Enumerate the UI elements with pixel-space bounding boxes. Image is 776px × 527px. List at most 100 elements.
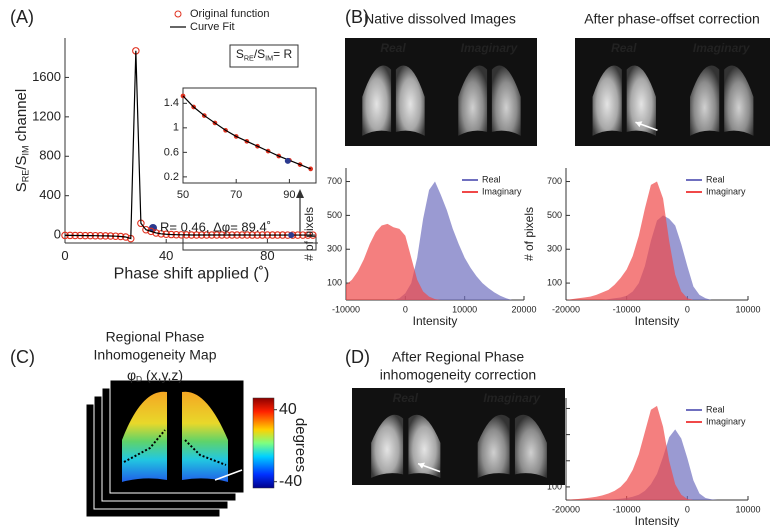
y-tick-label: 0.6 <box>164 146 179 158</box>
text-part: D <box>136 374 142 384</box>
x-axis-label: Intensity <box>635 314 680 328</box>
y-axis-label: SRE/SIM channel <box>13 89 31 192</box>
lung <box>362 65 392 136</box>
x-tick-label: 0 <box>685 504 690 514</box>
lung <box>690 65 720 136</box>
image-label: Imaginary <box>461 41 519 55</box>
label-box <box>229 44 299 68</box>
legend-label: Curve Fit <box>190 21 235 33</box>
y-axis-label: # of pixels <box>302 207 316 261</box>
histogram-area <box>346 181 513 300</box>
colorbar <box>252 397 275 489</box>
image-title: inhomogeneity correction <box>380 367 536 383</box>
panel-label: (A) <box>10 7 34 27</box>
y-tick-label: 1200 <box>32 108 61 123</box>
box-label: SRE/SIM= R <box>236 47 293 62</box>
lung <box>724 65 754 136</box>
annotation: R= 0.46, Δφ= 89.4˚ <box>160 219 271 234</box>
y-tick-label: 0.2 <box>164 171 179 183</box>
lung <box>477 414 510 478</box>
legend-label: Real <box>482 174 501 184</box>
x-tick-label: 20000 <box>511 304 536 314</box>
text-part: IM <box>21 146 31 156</box>
y-tick-label: 100 <box>547 481 562 491</box>
y-tick-label: 500 <box>327 210 342 220</box>
text-part: /S <box>254 47 265 61</box>
map-title: Inhomogeneity Map <box>94 347 217 363</box>
colorbar-tick-label: -40 <box>279 473 302 490</box>
y-tick-label: 1 <box>173 122 179 134</box>
legend-label: Real <box>706 174 725 184</box>
legend-label: Real <box>706 404 725 414</box>
y-tick-label: 700 <box>327 176 342 186</box>
image-label: Real <box>393 391 419 405</box>
histogram-area <box>566 181 748 300</box>
map-symbol: φD (x,y,z) <box>127 367 183 385</box>
text-part: S <box>236 47 244 61</box>
y-tick-label: 800 <box>39 148 61 163</box>
image-title: After phase-offset correction <box>584 11 760 27</box>
map-lung <box>122 391 167 482</box>
lung <box>592 65 622 136</box>
lung <box>395 65 425 136</box>
text-part: S <box>13 182 30 192</box>
text-part: = R <box>273 47 292 61</box>
image-arrowhead <box>418 462 426 469</box>
y-tick-label: 300 <box>327 244 342 254</box>
legend-label: Imaginary <box>482 186 522 196</box>
data-point <box>142 225 150 234</box>
text-part: IM <box>265 54 273 63</box>
x-tick-label: 90 <box>283 189 295 201</box>
x-tick-label: 10000 <box>735 304 760 314</box>
y-tick-label: 400 <box>39 187 61 202</box>
highlight-point <box>284 157 291 164</box>
y-tick-label: 300 <box>547 244 562 254</box>
histogram-area <box>566 405 748 500</box>
x-tick-label: 80 <box>260 248 274 263</box>
text-part: /S <box>13 156 30 170</box>
x-tick-label: -10000 <box>613 504 641 514</box>
text-part: RE <box>244 54 254 63</box>
legend-label: Original function <box>190 8 270 20</box>
lung <box>371 414 404 478</box>
x-axis-label: Intensity <box>635 514 680 527</box>
legend-label: Imaginary <box>706 186 746 196</box>
x-tick-label: 40 <box>159 248 173 263</box>
data-point <box>147 227 155 236</box>
lung <box>408 414 441 478</box>
plot-frame <box>182 87 317 184</box>
y-tick-label: 100 <box>327 277 342 287</box>
x-tick-label: -20000 <box>552 504 580 514</box>
image-label: Imaginary <box>693 41 751 55</box>
text-part: φ <box>127 367 136 383</box>
x-tick-label: -10000 <box>332 304 360 314</box>
y-tick-label: 700 <box>547 176 562 186</box>
panel-label: (D) <box>345 347 370 367</box>
text-part: RE <box>21 170 31 183</box>
x-tick-label: 10000 <box>735 504 760 514</box>
image-title: Native dissolved Images <box>364 11 516 27</box>
image-label: Imaginary <box>483 391 541 405</box>
text-part: channel <box>13 89 30 146</box>
map-lung <box>182 391 228 482</box>
panel-label: (C) <box>10 347 35 367</box>
map-arrow <box>214 469 243 481</box>
highlight-point <box>288 232 295 239</box>
map-title: Regional Phase <box>106 329 205 345</box>
x-axis-label: Phase shift applied (˚) <box>114 265 270 282</box>
x-tick-label: 10000 <box>452 304 477 314</box>
legend-marker <box>174 10 182 18</box>
colorbar-tick-label: 40 <box>279 401 297 418</box>
image-label: Real <box>611 41 637 55</box>
zoom-arrowhead <box>296 189 304 198</box>
x-tick-label: -10000 <box>613 304 641 314</box>
panel-label: (B) <box>345 7 369 27</box>
y-tick-label: 500 <box>547 210 562 220</box>
histogram-area <box>346 223 513 300</box>
colorbar-label: degrees <box>292 418 309 472</box>
legend-label: Imaginary <box>706 416 746 426</box>
x-tick-label: -20000 <box>552 304 580 314</box>
lung <box>626 65 656 136</box>
x-tick-label: 0 <box>685 304 690 314</box>
